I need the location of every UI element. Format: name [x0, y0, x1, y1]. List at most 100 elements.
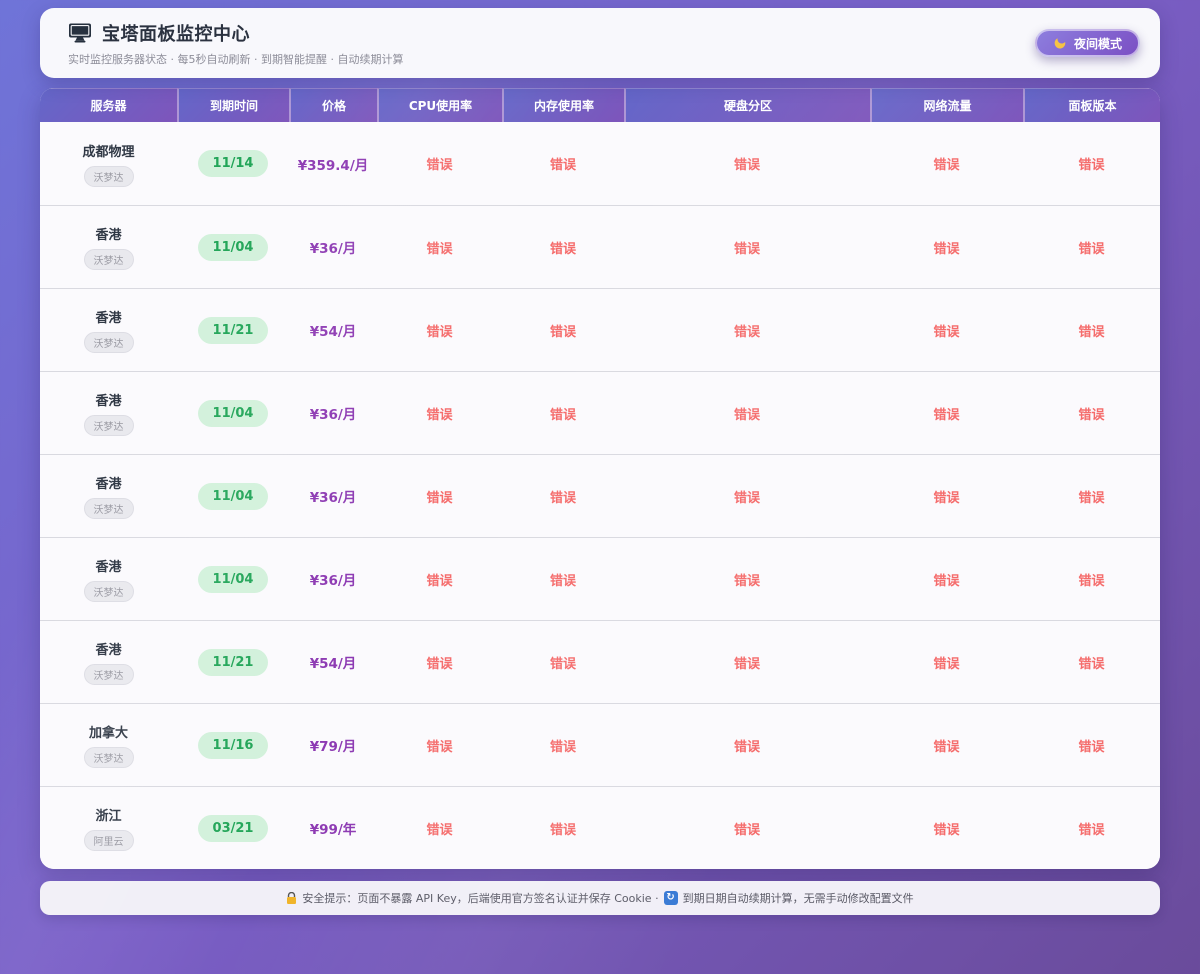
expiry-date-badge: 11/21 — [197, 648, 269, 676]
table-row: 香港 沃梦达 11/04 ¥36/月 错误 错误 错误 错误 错误 — [40, 537, 1160, 620]
page-title: 宝塔面板监控中心 — [102, 23, 250, 45]
expiry-cell: 03/21 — [177, 786, 289, 869]
network-error-text: 错误 — [933, 158, 960, 173]
disk-cell: 错误 — [624, 454, 870, 537]
header-card: 宝塔面板监控中心 实时监控服务器状态 · 每5秒自动刷新 · 到期智能提醒 · … — [40, 8, 1160, 78]
night-mode-button[interactable]: 夜间模式 — [1034, 29, 1140, 57]
server-cell: 香港 沃梦达 — [40, 454, 177, 537]
footer-security-text: 安全提示：页面不暴露 API Key，后端使用官方签名认证并保存 Cookie … — [302, 892, 659, 905]
night-mode-label: 夜间模式 — [1073, 36, 1122, 51]
memory-cell: 错误 — [502, 288, 624, 371]
server-cell: 香港 沃梦达 — [40, 288, 177, 371]
disk-cell: 错误 — [624, 537, 870, 620]
server-cell: 香港 沃梦达 — [40, 620, 177, 703]
server-name: 香港 — [95, 560, 122, 575]
memory-error-text: 错误 — [549, 739, 576, 755]
column-header-disk: 硬盘分区 — [624, 88, 870, 122]
cpu-cell: 错误 — [377, 205, 502, 288]
panel-cell: 错误 — [1023, 620, 1160, 703]
table-row: 香港 沃梦达 11/04 ¥36/月 错误 错误 错误 错误 错误 — [40, 454, 1160, 537]
table-row: 香港 沃梦达 11/21 ¥54/月 错误 错误 错误 错误 错误 — [40, 288, 1160, 371]
panel-error-text: 错误 — [1078, 490, 1105, 506]
table-row: 香港 沃梦达 11/04 ¥36/月 错误 错误 错误 错误 错误 — [40, 371, 1160, 454]
cpu-cell: 错误 — [377, 122, 502, 205]
server-name: 成都物理 — [82, 144, 135, 160]
cpu-cell: 错误 — [377, 288, 502, 371]
footer-renewal-text: 到期日期自动续期计算，无需手动修改配置文件 — [682, 892, 914, 905]
cpu-cell: 错误 — [377, 454, 502, 537]
expiry-cell: 11/04 — [177, 371, 289, 454]
disk-cell: 错误 — [624, 122, 870, 205]
price-cell: ¥79/月 — [289, 703, 377, 786]
expiry-cell: 11/14 — [177, 122, 289, 205]
server-cell: 浙江 阿里云 — [40, 786, 177, 869]
panel-cell: 错误 — [1023, 703, 1160, 786]
memory-error-text: 错误 — [549, 573, 576, 589]
expiry-date-badge: 11/04 — [197, 482, 269, 510]
column-header-server: 服务器 — [40, 88, 177, 122]
disk-error-text: 错误 — [733, 241, 760, 257]
disk-cell: 错误 — [624, 371, 870, 454]
network-error-text: 错误 — [933, 324, 960, 340]
network-cell: 错误 — [870, 454, 1023, 537]
memory-cell: 错误 — [502, 371, 624, 454]
expiry-date-badge: 11/04 — [197, 233, 269, 261]
price-cell: ¥36/月 — [289, 454, 377, 537]
cpu-error-text: 错误 — [426, 573, 453, 589]
network-cell: 错误 — [870, 288, 1023, 371]
memory-error-text: 错误 — [549, 822, 576, 838]
column-header-network: 网络流量 — [870, 88, 1023, 122]
page-subtitle: 实时监控服务器状态 · 每5秒自动刷新 · 到期智能提醒 · 自动续期计算 — [68, 52, 404, 66]
network-error-text: 错误 — [933, 573, 960, 589]
disk-cell: 错误 — [624, 620, 870, 703]
memory-error-text: 错误 — [549, 324, 576, 340]
panel-error-text: 错误 — [1078, 158, 1105, 173]
provider-badge: 沃梦达 — [83, 249, 134, 270]
expiry-cell: 11/21 — [177, 620, 289, 703]
disk-error-text: 错误 — [733, 158, 760, 173]
cpu-error-text: 错误 — [426, 656, 453, 672]
server-name: 香港 — [95, 228, 122, 243]
memory-cell: 错误 — [502, 620, 624, 703]
memory-cell: 错误 — [502, 122, 624, 205]
price-cell: ¥54/月 — [289, 620, 377, 703]
monitor-icon — [69, 23, 91, 42]
panel-error-text: 错误 — [1078, 324, 1105, 340]
price-cell: ¥54/月 — [289, 288, 377, 371]
disk-cell: 错误 — [624, 288, 870, 371]
panel-cell: 错误 — [1023, 454, 1160, 537]
panel-cell: 错误 — [1023, 205, 1160, 288]
price-text: ¥36/月 — [309, 407, 357, 423]
expiry-date-badge: 11/21 — [197, 316, 269, 344]
network-cell: 错误 — [870, 537, 1023, 620]
cpu-cell: 错误 — [377, 703, 502, 786]
server-cell: 成都物理 沃梦达 — [40, 122, 177, 205]
expiry-cell: 11/16 — [177, 703, 289, 786]
network-cell: 错误 — [870, 620, 1023, 703]
disk-cell: 错误 — [624, 205, 870, 288]
memory-error-text: 错误 — [549, 241, 576, 257]
disk-error-text: 错误 — [733, 656, 760, 672]
table-row: 香港 沃梦达 11/04 ¥36/月 错误 错误 错误 错误 错误 — [40, 205, 1160, 288]
expiry-cell: 11/04 — [177, 205, 289, 288]
network-error-text: 错误 — [933, 656, 960, 672]
cpu-cell: 错误 — [377, 786, 502, 869]
price-text: ¥36/月 — [309, 573, 357, 589]
network-cell: 错误 — [870, 786, 1023, 869]
moon-icon — [1054, 38, 1066, 49]
server-monitor-panel: 服务器 到期时间 价格 CPU使用率 内存使用率 硬盘分区 网络流量 面板版本 … — [40, 88, 1160, 869]
footer-card: 安全提示：页面不暴露 API Key，后端使用官方签名认证并保存 Cookie … — [40, 881, 1160, 915]
panel-cell: 错误 — [1023, 371, 1160, 454]
memory-error-text: 错误 — [549, 656, 576, 672]
cpu-cell: 错误 — [377, 620, 502, 703]
memory-cell: 错误 — [502, 786, 624, 869]
provider-badge: 沃梦达 — [83, 747, 134, 768]
cpu-error-text: 错误 — [426, 324, 453, 340]
price-cell: ¥36/月 — [289, 205, 377, 288]
table-row: 加拿大 沃梦达 11/16 ¥79/月 错误 错误 错误 错误 错误 — [40, 703, 1160, 786]
network-error-text: 错误 — [933, 407, 960, 423]
panel-cell: 错误 — [1023, 288, 1160, 371]
memory-cell: 错误 — [502, 703, 624, 786]
panel-error-text: 错误 — [1078, 822, 1105, 838]
table-row: 浙江 阿里云 03/21 ¥99/年 错误 错误 错误 错误 错误 — [40, 786, 1160, 869]
